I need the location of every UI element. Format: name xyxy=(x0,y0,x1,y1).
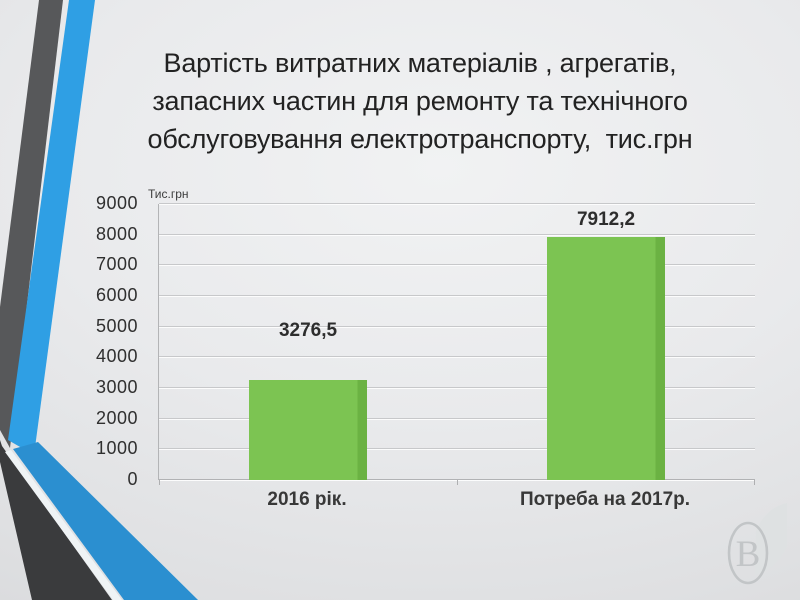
watermark-logo: В xyxy=(727,503,787,585)
gridline xyxy=(159,264,755,267)
bar-2016 рік. xyxy=(249,379,367,480)
watermark-ring xyxy=(727,521,769,585)
x-axis-tickmark xyxy=(457,480,458,485)
y-tick-label: 7000 xyxy=(95,254,138,275)
x-category-label: Потреба на 2017р. xyxy=(519,489,691,510)
gridline xyxy=(159,448,755,451)
y-tick-label: 3000 xyxy=(95,377,138,398)
y-tick-label: 9000 xyxy=(95,193,138,214)
bar-Потреба на 2017р. xyxy=(547,237,665,480)
x-axis-tickmark xyxy=(754,480,755,485)
x-category-label: 2016 рік. xyxy=(267,489,347,510)
stripe-upper-blue-ribbon xyxy=(8,0,95,455)
y-axis-labels: 9000 8000 7000 6000 5000 4000 3000 2000 1000 0 xyxy=(84,193,146,489)
x-axis-tickmark xyxy=(159,480,160,485)
y-tick-label: 4000 xyxy=(95,346,138,367)
title-line-3: обслуговування електротранспорту, тис.гр… xyxy=(147,124,693,154)
bar-value-label: 3276,5 xyxy=(278,319,338,341)
watermark-leaf-icon xyxy=(755,503,787,575)
gridline xyxy=(159,325,755,328)
y-axis-title: Тис.грн xyxy=(148,187,189,201)
y-tick-label: 8000 xyxy=(95,223,138,244)
gridline xyxy=(159,387,755,389)
slide-title: Вартість витратних матеріалів , агрегаті… xyxy=(105,44,735,158)
watermark-letter: В xyxy=(736,534,761,575)
y-tick-label: 2000 xyxy=(95,407,138,428)
x-axis-labels: 2016 рік. Потреба на 2017р. xyxy=(158,489,754,515)
stripe-lower-blue-ribbon xyxy=(13,442,198,600)
y-tick-label: 5000 xyxy=(95,315,138,336)
gridline xyxy=(159,417,755,420)
gridline xyxy=(159,233,755,236)
gridline xyxy=(159,203,755,205)
stripe-lower-dark-ribbon xyxy=(0,440,112,600)
title-line-1: Вартість витратних матеріалів , агрегаті… xyxy=(163,48,677,78)
bar-value-label: 7912,2 xyxy=(576,209,636,231)
plot-area: 3276,5 7912,2 xyxy=(158,203,755,485)
gridline xyxy=(159,295,755,297)
y-tick-label: 1000 xyxy=(95,438,138,459)
title-line-2: запасних частин для ремонту та технічног… xyxy=(152,86,688,116)
gridline xyxy=(159,356,755,359)
y-tick-label: 0 xyxy=(127,469,138,490)
stripe-upper-gray-ribbon xyxy=(0,0,63,448)
stripe-gap-highlight xyxy=(5,450,122,600)
y-tick-label: 6000 xyxy=(95,285,138,306)
